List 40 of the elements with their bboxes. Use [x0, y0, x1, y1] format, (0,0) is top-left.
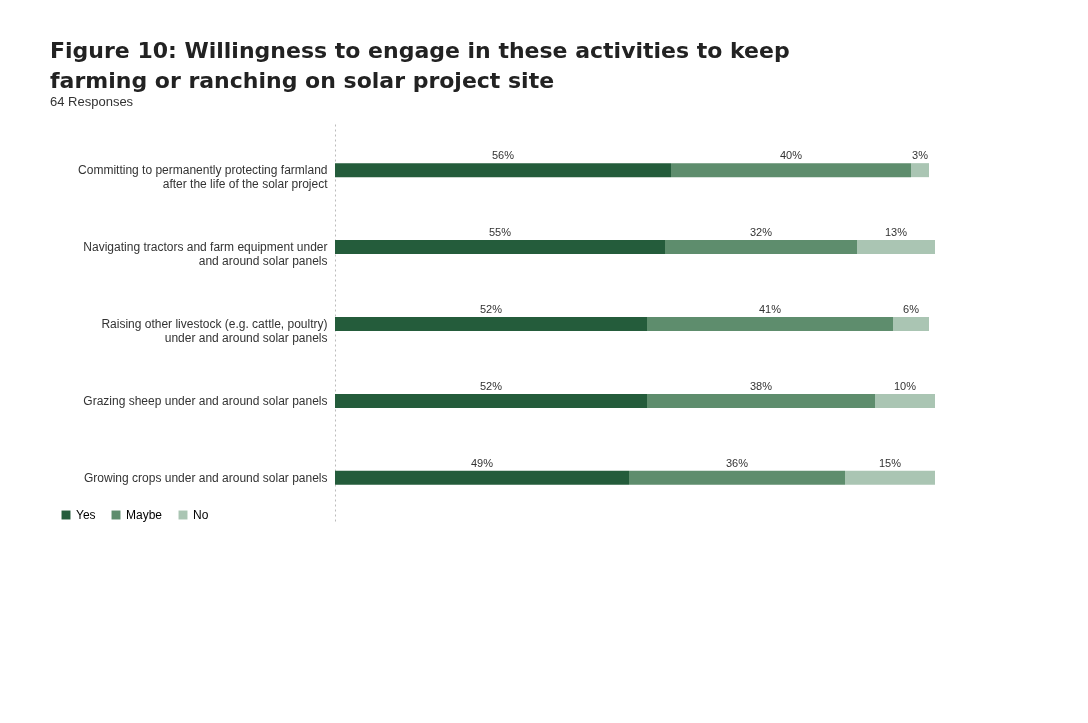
y-tick-label: Growing crops under and around solar panels — [84, 470, 328, 485]
data-label: 41% — [758, 303, 782, 315]
legend-label: Maybe — [126, 508, 163, 522]
data-label: 15% — [878, 456, 902, 469]
data-label: 40% — [779, 149, 803, 162]
bar — [335, 317, 647, 331]
data-label: 56% — [491, 149, 515, 162]
chart-title: Figure 10: Willingness to engage in these activities to keep farming or ranching on solar project site — [50, 38, 790, 93]
bar — [875, 393, 935, 408]
bar — [857, 240, 935, 255]
bar — [845, 470, 935, 485]
data-label: 6% — [903, 303, 920, 315]
data-label: 3% — [912, 149, 929, 162]
data-label: 49% — [470, 456, 494, 469]
bar — [335, 163, 671, 178]
bar — [629, 470, 845, 485]
bar — [647, 317, 893, 331]
legend-label: Yes — [76, 508, 96, 522]
data-label: 10% — [893, 379, 917, 392]
bar — [335, 393, 647, 408]
data-label: 52% — [479, 379, 503, 392]
data-label: 32% — [749, 226, 773, 239]
legend-label: No — [193, 508, 209, 522]
y-tick-label: Navigating tractors and farm equipment under and around solar panels — [83, 240, 328, 269]
bar — [665, 240, 857, 255]
data-label: 13% — [884, 226, 908, 239]
bar — [647, 393, 875, 408]
data-label: 52% — [479, 303, 503, 315]
bar — [335, 470, 629, 485]
y-tick-label: Committing to permanently protecting farmland after the life of the solar project — [78, 163, 329, 192]
bar — [671, 163, 911, 178]
y-tick-label: Raising other livestock (e.g. cattle, poultry) under and around solar panels — [101, 317, 328, 345]
bar — [911, 163, 929, 178]
bar — [335, 240, 665, 255]
data-label: 55% — [488, 226, 512, 239]
data-label: 38% — [749, 379, 773, 392]
data-label: 36% — [725, 456, 749, 469]
y-tick-label: Grazing sheep under and around solar panels — [83, 393, 328, 408]
bar — [893, 317, 929, 331]
text: 64 Responses — [50, 94, 134, 109]
